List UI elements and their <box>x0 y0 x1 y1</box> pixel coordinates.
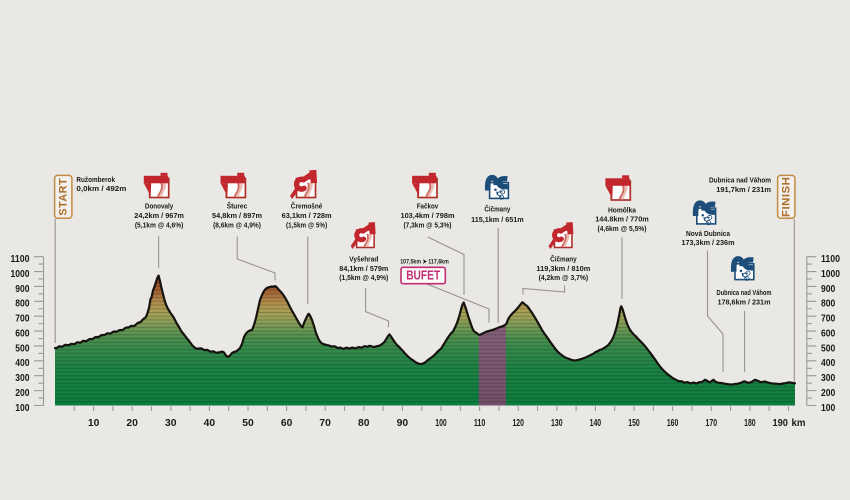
svg-text:900: 900 <box>821 283 835 295</box>
svg-text:km: km <box>792 418 806 429</box>
svg-text:1100: 1100 <box>821 253 840 265</box>
svg-text:Čičmany: Čičmany <box>484 205 511 214</box>
svg-text:90: 90 <box>397 418 409 429</box>
svg-text:20: 20 <box>126 418 138 429</box>
svg-text:Dubnica nad Váhom: Dubnica nad Váhom <box>709 175 771 184</box>
svg-text:50: 50 <box>242 418 254 429</box>
svg-text:200: 200 <box>821 387 835 399</box>
svg-text:FINISH: FINISH <box>781 177 793 217</box>
svg-text:500: 500 <box>821 342 835 354</box>
svg-text:70: 70 <box>319 418 331 429</box>
svg-text:600: 600 <box>15 328 29 340</box>
svg-text:400: 400 <box>15 357 29 369</box>
svg-text:(1,5km @ 4,9%): (1,5km @ 4,9%) <box>339 273 388 282</box>
svg-text:Vyšehrad: Vyšehrad <box>349 255 378 264</box>
svg-text:100: 100 <box>15 402 29 414</box>
svg-text:(4,6km @ 5,5%): (4,6km @ 5,5%) <box>598 224 647 233</box>
svg-text:BUFET: BUFET <box>406 269 440 283</box>
svg-text:110: 110 <box>474 418 486 429</box>
svg-text:130: 130 <box>551 418 563 429</box>
svg-text:10: 10 <box>88 418 100 429</box>
svg-text:1000: 1000 <box>821 268 840 280</box>
svg-text:84,1km / 579m: 84,1km / 579m <box>339 264 388 273</box>
svg-text:Šturec: Šturec <box>227 201 248 210</box>
svg-text:(8,6km @ 4,9%): (8,6km @ 4,9%) <box>213 220 261 229</box>
svg-text:Ružomberok: Ružomberok <box>76 175 115 184</box>
svg-text:(1,5km @ 5%): (1,5km @ 5%) <box>286 220 328 229</box>
svg-text:300: 300 <box>15 372 29 384</box>
svg-text:150: 150 <box>628 418 640 429</box>
svg-text:Fačkov: Fačkov <box>417 201 439 210</box>
svg-text:800: 800 <box>15 298 29 310</box>
svg-text:140: 140 <box>590 418 602 429</box>
svg-text:300: 300 <box>821 372 835 384</box>
svg-text:173,3km / 236m: 173,3km / 236m <box>682 238 735 247</box>
svg-text:54,8km / 897m: 54,8km / 897m <box>212 211 262 220</box>
svg-text:60: 60 <box>281 418 293 429</box>
svg-text:0,0km / 492m: 0,0km / 492m <box>76 184 126 193</box>
svg-text:63,1km / 728m: 63,1km / 728m <box>282 211 332 220</box>
svg-text:30: 30 <box>165 418 177 429</box>
svg-text:1000: 1000 <box>11 268 30 280</box>
svg-text:160: 160 <box>667 418 679 429</box>
svg-text:Nová Dubnica: Nová Dubnica <box>686 229 731 238</box>
svg-text:Homôlka: Homôlka <box>608 205 637 214</box>
svg-text:START: START <box>58 178 70 216</box>
svg-text:(5,1km @ 4,6%): (5,1km @ 4,6%) <box>135 220 184 229</box>
svg-text:(7,3km @ 5,3%): (7,3km @ 5,3%) <box>404 220 452 229</box>
svg-text:1100: 1100 <box>11 253 30 265</box>
svg-text:600: 600 <box>821 328 835 340</box>
svg-text:120: 120 <box>512 418 524 429</box>
svg-text:800: 800 <box>821 298 835 310</box>
svg-text:200: 200 <box>15 387 29 399</box>
svg-text:144.8km / 770m: 144.8km / 770m <box>595 215 649 224</box>
svg-text:191,7km / 231m: 191,7km / 231m <box>716 185 771 194</box>
svg-text:170: 170 <box>706 418 718 429</box>
svg-text:115,1km / 651m: 115,1km / 651m <box>471 215 524 224</box>
svg-text:Čičmany: Čičmany <box>550 255 577 264</box>
svg-text:500: 500 <box>15 342 29 354</box>
svg-text:Čremošné: Čremošné <box>291 201 323 210</box>
svg-text:178,6km / 231m: 178,6km / 231m <box>718 297 771 306</box>
svg-text:24,2km / 967m: 24,2km / 967m <box>134 211 184 220</box>
svg-text:900: 900 <box>15 283 29 295</box>
svg-text:190: 190 <box>772 418 788 429</box>
svg-text:180: 180 <box>744 418 756 429</box>
svg-text:100: 100 <box>435 418 447 429</box>
svg-text:Dubnica nad Váhom: Dubnica nad Váhom <box>717 288 772 297</box>
svg-text:700: 700 <box>821 313 835 325</box>
svg-text:700: 700 <box>15 313 29 325</box>
svg-text:80: 80 <box>358 418 370 429</box>
svg-text:103,4km / 798m: 103,4km / 798m <box>401 211 455 220</box>
svg-text:40: 40 <box>204 418 216 429</box>
svg-text:107,5km ➤ 117,6km: 107,5km ➤ 117,6km <box>400 258 449 265</box>
svg-text:119,3km / 810m: 119,3km / 810m <box>536 264 590 273</box>
svg-text:400: 400 <box>821 357 835 369</box>
svg-text:100: 100 <box>821 402 835 414</box>
svg-text:Donovaly: Donovaly <box>145 201 174 210</box>
svg-text:(4,2km @ 3,7%): (4,2km @ 3,7%) <box>539 273 589 282</box>
